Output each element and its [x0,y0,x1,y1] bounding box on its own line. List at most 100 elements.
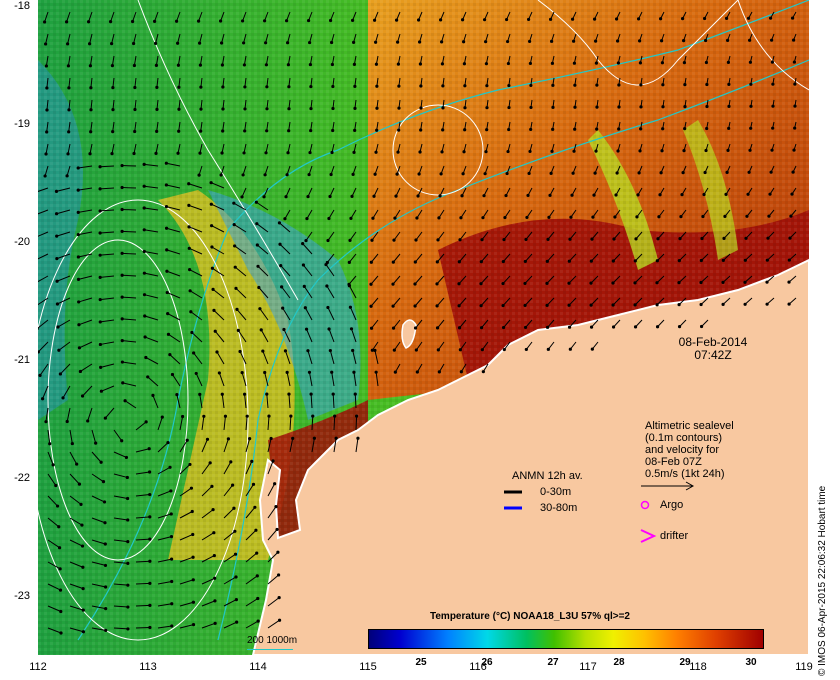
velocity-arrow [91,583,106,588]
velocity-arrowhead [545,303,549,307]
velocity-arrow [113,473,128,478]
velocity-arrowhead [197,173,201,177]
timestamp-time: 07:42Z [694,348,732,362]
velocity-arrowhead [457,282,461,286]
velocity-arrowhead [703,170,707,175]
velocity-arrow [157,625,172,629]
velocity-arrow [256,201,269,211]
velocity-arrowhead [88,152,92,156]
velocity-arrowhead [440,150,444,154]
velocity-arrow [132,11,137,22]
velocity-arrow [104,407,115,419]
colorbar-tick: 29 [679,657,691,668]
velocity-arrow [66,165,71,176]
velocity-arrowhead [747,170,751,174]
velocity-arrow [133,55,137,66]
velocity-arrowhead [104,607,108,611]
velocity-arrow [42,385,49,399]
velocity-arrow [260,329,269,343]
velocity-arrowhead [170,557,174,561]
velocity-arrow [302,243,313,255]
velocity-arrow [308,372,313,387]
isobath-200m [217,59,809,641]
velocity-arrowhead [45,130,49,134]
velocity-arrowhead [94,441,98,445]
velocity-arrowhead [551,83,555,87]
velocity-arrow [47,539,60,549]
velocity-arrowhead [254,200,258,204]
velocity-arrowhead [221,129,225,133]
velocity-arrowhead [309,84,313,89]
velocity-arrow [100,187,115,190]
velocity-arrowhead [483,172,487,176]
velocity-arrowhead [457,326,462,330]
velocity-arrowhead [413,326,418,330]
velocity-scale-arrowhead [685,481,695,491]
velocity-arrowhead [255,574,259,578]
velocity-arrowhead [98,231,102,235]
velocity-arrowhead [639,83,643,87]
velocity-arrowhead [301,263,306,267]
velocity-arrow [112,77,115,88]
velocity-arrowhead [257,285,261,290]
velocity-arrowhead [275,527,279,532]
velocity-arrow [112,121,115,132]
velocity-arrowhead [595,127,599,131]
velocity-arrowhead [793,126,797,130]
velocity-arrowhead [683,127,687,131]
velocity-arrowhead [658,17,663,21]
lon-tick: 114 [249,661,267,673]
velocity-arrowhead [276,550,280,554]
velocity-arrowhead [256,264,260,268]
anmn-deep-label: 30-80m [540,502,578,514]
velocity-arrowhead [264,151,268,155]
velocity-arrow [69,583,84,590]
velocity-arrow [195,373,203,387]
velocity-arrow [89,143,93,154]
velocity-arrow [89,33,93,44]
velocity-arrow [372,209,379,219]
velocity-arrowhead [274,504,278,509]
velocity-arrowhead [55,504,60,508]
velocity-arrow [179,556,194,563]
velocity-arrow [503,231,511,240]
velocity-arrowhead [638,39,642,43]
velocity-arrow [157,581,172,585]
velocity-arrowhead [638,61,643,65]
velocity-arrow [223,621,237,629]
velocity-arrow [113,605,128,608]
velocity-arrowhead [352,150,356,154]
velocity-arrowhead [262,19,267,23]
velocity-arrowhead [76,255,80,259]
velocity-arrow [415,341,423,351]
colorbar-tick: 25 [415,657,427,668]
velocity-arrowhead [435,304,439,308]
velocity-arrowhead [351,172,355,176]
velocity-arrowhead [103,416,107,420]
velocity-arrowhead [329,172,333,177]
velocity-arrowhead [589,259,593,263]
velocity-arrowhead [635,215,639,219]
velocity-arrowhead [327,216,331,221]
velocity-arrow [612,275,621,284]
velocity-arrow [166,270,181,277]
velocity-arrowhead [45,108,49,112]
velocity-arrow [267,483,276,497]
velocity-arrowhead [394,194,398,198]
velocity-arrowhead [120,360,124,364]
velocity-arrowhead [438,18,443,22]
velocity-arrowhead [265,392,269,396]
timestamp: 08-Feb-2014 07:42Z [668,336,758,362]
velocity-arrow [100,253,115,256]
velocity-arrowhead [212,553,216,558]
velocity-arrowhead [120,229,124,234]
velocity-arrowhead [199,129,203,133]
velocity-arrowhead [120,295,124,299]
velocity-arrowhead [485,128,489,132]
velocity-arrowhead [265,107,269,111]
velocity-arrow [167,292,181,299]
velocity-arrowhead [98,209,102,213]
velocity-arrowhead [78,369,82,374]
velocity-arrowhead [419,128,423,132]
velocity-arrowhead [190,509,194,514]
